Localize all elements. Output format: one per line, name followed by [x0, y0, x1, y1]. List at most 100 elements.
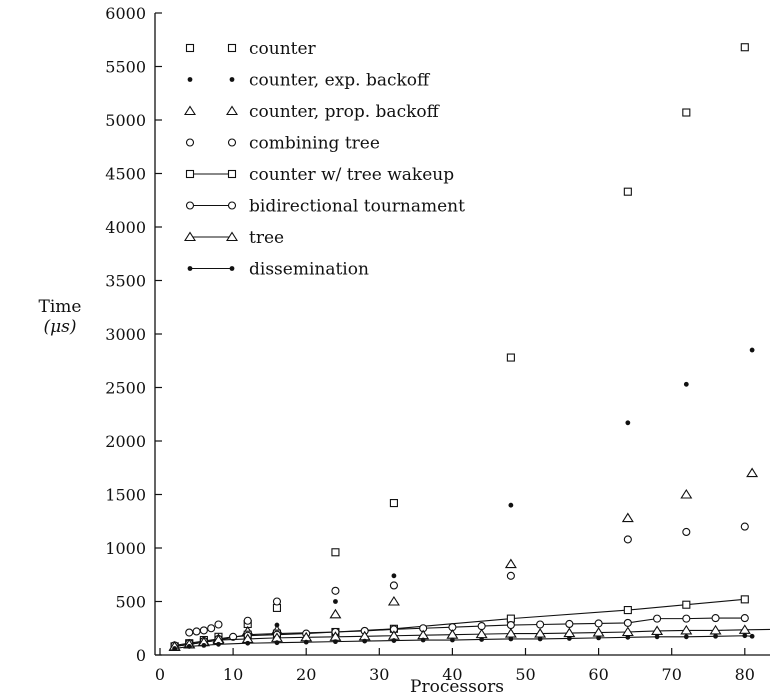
data-point	[740, 522, 749, 531]
y-tick-label: 2500	[105, 379, 146, 398]
axes	[154, 13, 770, 656]
data-point	[506, 571, 515, 580]
data-point	[749, 633, 755, 639]
legend: counter counter, exp. backoff counter, pro…	[184, 39, 465, 280]
legend-item: bidirectional tournament	[185, 197, 465, 217]
legend-marker	[185, 201, 195, 210]
legend-item: dissemination	[187, 260, 369, 280]
data-point	[653, 614, 662, 623]
x-tick-label: 70	[662, 665, 682, 684]
y-tick-label: 1500	[105, 486, 146, 505]
series-tree	[168, 624, 770, 651]
y-tick-label: 3500	[105, 272, 146, 291]
y-tick-label: 6000	[105, 4, 146, 23]
data-point	[625, 420, 631, 426]
data-point	[594, 619, 603, 628]
legend-item: counter w/ tree wakeup	[185, 165, 454, 185]
data-point	[185, 628, 194, 637]
y-axis-unit: (μs)	[43, 317, 76, 337]
series-layer	[168, 43, 770, 652]
data-point	[740, 595, 749, 604]
data-point	[201, 642, 207, 648]
y-ticks: 0 500 1000 1500 2000 2500 3000 3500 4000 4500 5000…	[105, 4, 162, 665]
data-point	[713, 633, 718, 639]
legend-label: bidirectional tournament	[249, 197, 465, 217]
data-point	[565, 619, 574, 629]
data-point	[329, 608, 342, 619]
legend-marker	[227, 138, 237, 147]
data-point	[654, 634, 660, 640]
legend-marker	[227, 43, 237, 53]
x-tick-label: 40	[442, 665, 462, 684]
data-point	[229, 632, 238, 641]
data-point	[596, 635, 601, 641]
legend-marker	[185, 169, 195, 179]
x-tick-label: 60	[588, 665, 608, 684]
data-point	[680, 624, 693, 635]
legend-item: counter	[185, 39, 317, 59]
data-point	[508, 502, 514, 508]
data-point	[214, 620, 223, 629]
data-point	[207, 624, 216, 633]
data-point	[333, 599, 338, 604]
data-point	[623, 606, 632, 615]
legend-item: counter, prop. backoff	[184, 102, 441, 122]
y-tick-label: 4000	[105, 218, 146, 237]
data-point	[508, 636, 514, 642]
data-point	[623, 187, 632, 196]
y-tick-label: 4500	[105, 165, 146, 184]
series-counter-exp-backoff	[172, 347, 755, 650]
data-point	[389, 581, 398, 590]
data-point	[186, 644, 192, 649]
data-point	[682, 614, 691, 623]
data-point	[450, 637, 455, 643]
legend-marker	[184, 105, 196, 116]
y-tick-label: 5500	[105, 58, 146, 77]
data-point	[537, 636, 543, 642]
data-point	[387, 595, 400, 606]
data-point	[479, 637, 485, 642]
data-point	[199, 626, 208, 635]
x-tick-label: 30	[369, 665, 389, 684]
legend-marker	[226, 105, 238, 116]
series-line	[174, 628, 770, 647]
data-point	[683, 634, 689, 640]
y-tick-label: 2000	[105, 432, 146, 451]
data-point	[740, 43, 749, 52]
data-point	[362, 638, 368, 644]
data-point	[172, 646, 178, 651]
legend-item: combining tree	[185, 134, 380, 154]
series-line	[174, 635, 753, 650]
data-point	[420, 637, 426, 643]
y-tick-label: 5000	[105, 111, 146, 130]
data-point	[272, 597, 282, 606]
data-point	[623, 535, 632, 544]
x-tick-label: 80	[735, 665, 755, 684]
data-point	[621, 512, 634, 523]
legend-label: counter, prop. backoff	[249, 102, 441, 122]
data-point	[243, 616, 252, 625]
data-point	[331, 586, 340, 595]
y-axis-label: Time	[39, 297, 82, 317]
data-point	[506, 353, 515, 362]
data-point	[274, 640, 280, 646]
legend-label: counter w/ tree wakeup	[249, 165, 454, 185]
data-point	[623, 618, 632, 627]
data-point	[740, 614, 749, 623]
series-combining-tree	[185, 522, 749, 637]
y-tick-label: 0	[136, 646, 146, 665]
x-tick-label: 10	[223, 665, 243, 684]
legend-marker	[229, 77, 235, 82]
legend-label: dissemination	[249, 260, 369, 280]
data-point	[680, 488, 693, 499]
data-point	[682, 600, 691, 609]
data-point	[389, 499, 398, 508]
legend-marker	[185, 138, 195, 147]
x-tick-label: 0	[155, 665, 165, 684]
data-point	[331, 548, 340, 557]
legend-label: tree	[249, 228, 284, 248]
series-dissemination	[172, 633, 755, 651]
data-point	[746, 467, 759, 478]
legend-item: counter, exp. backoff	[187, 71, 431, 91]
legend-marker	[187, 266, 193, 271]
